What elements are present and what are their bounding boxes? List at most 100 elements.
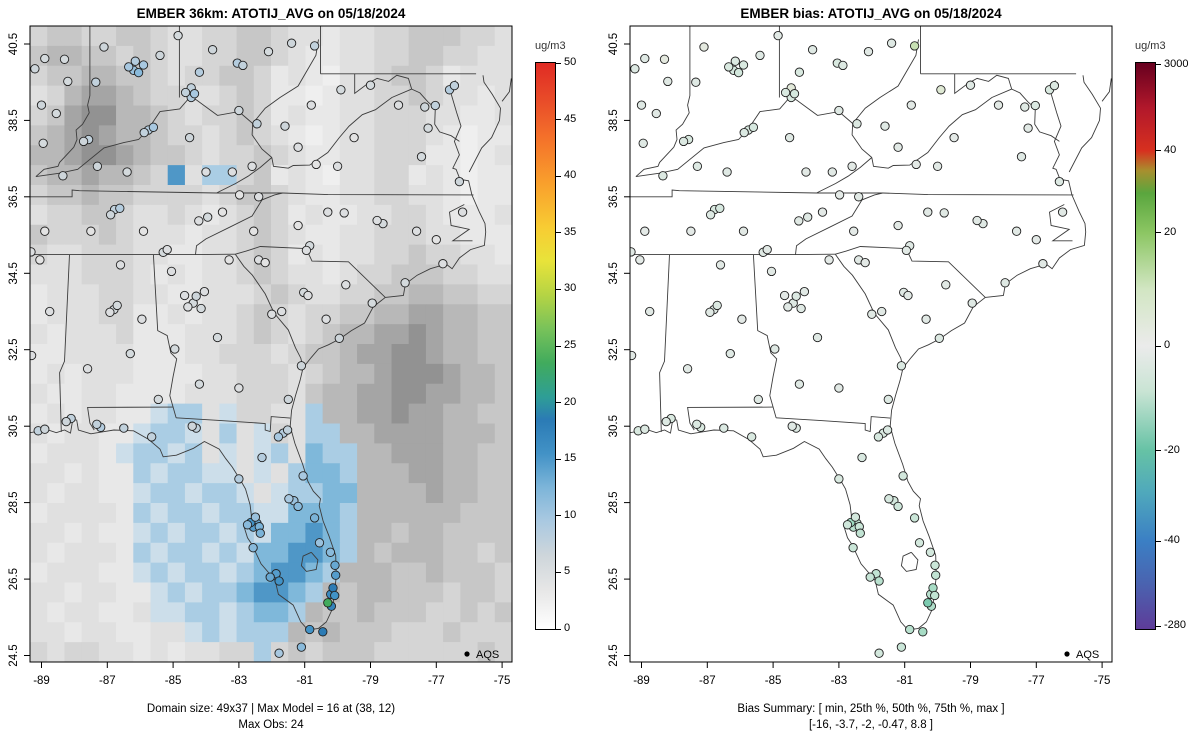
colorbar-tick-label: 40 [1164,143,1177,156]
obs-site-dot [234,190,245,200]
obs-site-dot [309,513,320,523]
obs-site-dot [925,547,936,557]
obs-site-dot [896,642,907,652]
obs-site-dot [105,210,116,220]
bias-map-panel: EMBER bias: ATOTIJ_AVG on 05/18/2024 -89… [600,0,1160,750]
state-boundary-line [87,406,174,431]
obs-site-dot [124,62,134,72]
left-caption-maxobs: Max Obs: 24 [238,719,304,731]
obs-site-dot [311,159,321,170]
colorbar-tick-mark [1156,150,1161,152]
obs-site-dot [332,161,343,171]
right-caption-bias-header: Bias Summary: [ min, 25th %, 50th %, 75t… [737,703,1005,715]
obs-site-dot [1020,102,1030,112]
obs-site-dot [194,379,205,389]
obs-site-dot [40,424,50,434]
obs-site-dot [260,257,270,268]
obs-site-dot [640,424,650,434]
obs-site-dot [1049,80,1060,91]
obs-site-dot [914,538,925,548]
obs-site-dot [339,208,349,218]
obs-site-dot [1054,176,1065,187]
obs-site-dot [877,306,887,317]
obs-site-dot [1023,123,1033,133]
obs-site-dot [678,136,689,147]
obs-site-dot [183,302,193,312]
obs-site-dot [1057,207,1068,217]
model-map-panel: EMBER 36km: ATOTIJ_AVG on 05/18/2024 -89… [0,0,560,750]
obs-site-dot [265,572,275,582]
state-boundary-line [30,80,487,631]
obs-site-dot [770,344,780,354]
colorbar-tick-label: 50 [564,56,577,68]
obs-site-dot [330,560,340,570]
state-boundary-line [300,551,319,572]
state-boundary-line [59,254,70,432]
obs-site-dot [898,471,908,481]
obs-site-dot [282,425,293,435]
obs-site-dot [254,192,264,202]
right-map-svg: -89 -87 -85 -83 -81 -79 -77 -75 24.5 26.5 28.5 30.5… [608,25,1113,687]
colorbar-tick-label: 45 [564,112,577,125]
colorbar-tick-label: 25 [564,339,577,351]
obs-site-dot [234,105,244,116]
obs-site-dot [184,132,195,143]
left-caption-domain: Domain size: 49x37 | Max Model = 16 at (… [146,703,396,715]
obs-site-dot [166,266,177,277]
obs-site-dot [692,419,702,429]
obs-site-dot [893,220,903,231]
obs-site-dot [787,421,797,431]
obs-site-dot [691,77,701,87]
obs-site-dot [323,207,333,217]
obs-site-dot [314,538,325,548]
state-boundary-line [501,78,512,102]
colorbar-tick-mark [556,119,561,121]
y-tick-label: 24.5 [608,644,620,666]
obs-site-dot [191,291,201,301]
obs-site-dot [909,513,920,523]
obs-site-dot [283,394,293,405]
obs-site-dot [882,425,893,435]
y-tick-label: 28.5 [8,491,20,513]
map-background [630,26,1112,662]
obs-site-dot [330,590,340,601]
obs-site-dot [298,471,308,481]
obs-site-dot [30,247,36,257]
obs-site-dot [207,45,218,55]
obs-site-dot [112,300,122,311]
obs-site-dot [328,583,338,593]
obs-site-dot [293,220,303,231]
x-tick-label: -83 [831,675,848,687]
obs-site-dot [341,280,351,290]
obs-site-dot [730,56,740,66]
obs-site-dot [187,421,197,431]
obs-site-dot [153,394,163,405]
colorbar-tick-label: -280 [1164,619,1187,632]
colorbar-tick-label: 40 [564,169,577,182]
obs-site-dot [454,176,465,187]
obs-site-dot [217,207,228,217]
y-tick-label: 40.5 [608,33,620,55]
obs-site-dot [803,212,813,222]
y-tick-label: 26.5 [8,568,20,590]
obs-site-dot [430,100,440,111]
obs-site-dot [274,648,284,658]
obs-site-dot [865,572,875,582]
obs-site-dot [367,298,377,308]
obs-site-dot [630,247,636,257]
obs-site-dot [35,255,45,265]
obs-site-dot [630,64,640,74]
obs-site-dot [1016,152,1027,162]
obs-site-dot [923,598,933,608]
obs-site-dot [280,121,290,131]
aqs-legend-dot [1064,651,1070,657]
state-boundary-line [752,254,778,418]
obs-site-dot [799,286,810,297]
bias-colorbar-unit-label: ug/m3 [1135,40,1166,52]
colorbar-tick-label: 10 [564,508,577,521]
obs-site-dot [1030,100,1040,111]
obs-site-dot [794,379,805,389]
obs-site-dot [155,50,165,61]
colorbar-tick-mark [556,232,561,234]
model-colorbar: ug/m3 0 5 10 15 20 25 30 35 40 45 50 [535,40,610,634]
